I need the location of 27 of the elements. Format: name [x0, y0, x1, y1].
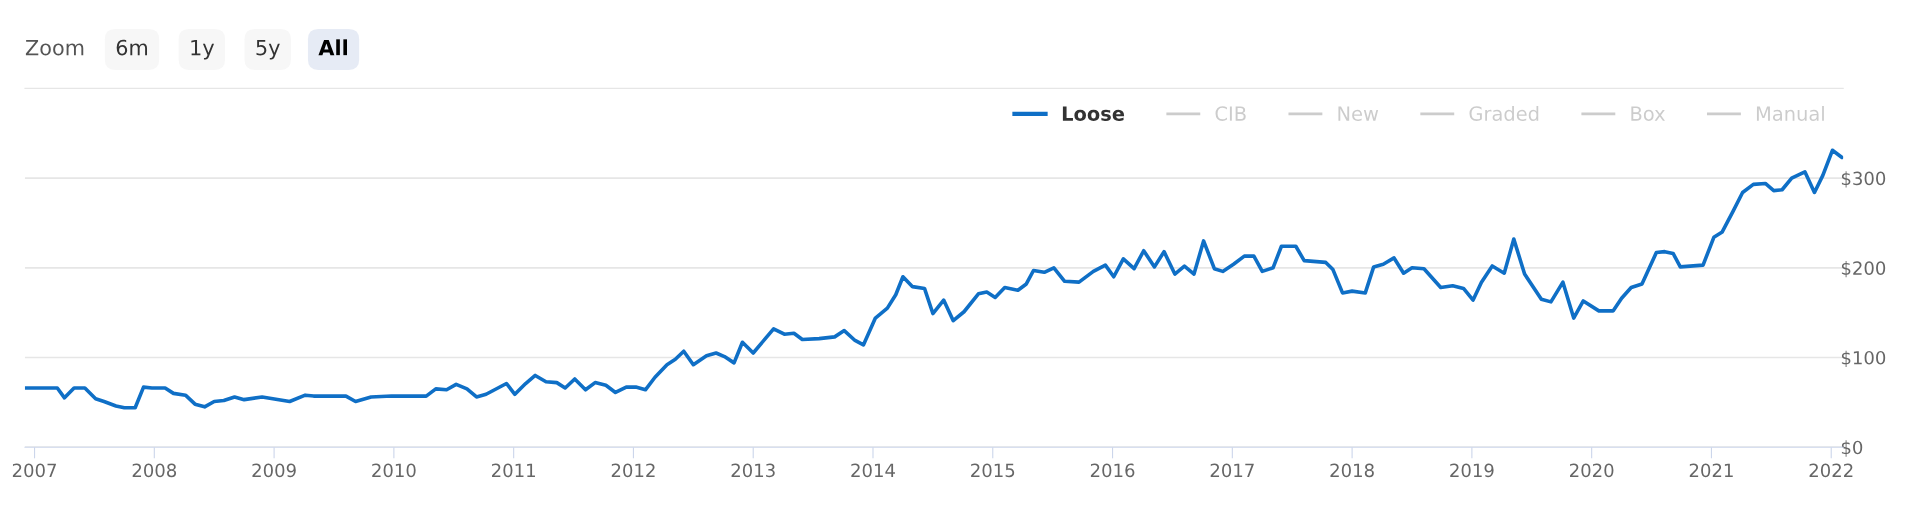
y-tick-label: $0: [1841, 440, 1863, 457]
line-series: [24, 148, 1844, 410]
y-tick-label: $300: [1841, 171, 1886, 188]
x-tick-label: 2009: [252, 463, 296, 478]
x-tick-label: 2011: [492, 463, 535, 478]
x-tick-label: 2010: [372, 463, 416, 478]
text: 1y: [191, 39, 215, 60]
x-tick-label: 2014: [851, 463, 895, 478]
x-tick-label: 2016: [1090, 463, 1135, 478]
x-tick-label: 2017: [1210, 463, 1254, 478]
x-tick-label: 2013: [731, 463, 775, 478]
text: Zoom: [25, 39, 84, 56]
text: All: [318, 39, 348, 56]
x-tick-label: 2012: [611, 463, 655, 478]
x-tick-label: 2007: [12, 463, 56, 478]
y-tick-label: $100: [1841, 350, 1886, 368]
x-tick-label: 2021: [1689, 463, 1733, 478]
x-tick-label: 2008: [132, 463, 177, 478]
x-tick-label: 2022: [1809, 463, 1853, 478]
x-tick-label: 2020: [1570, 463, 1614, 478]
x-tick-label: 2019: [1450, 463, 1494, 478]
legend-label: Loose: [1062, 106, 1125, 121]
y-tick-label: $200: [1841, 260, 1886, 278]
text: 5y: [256, 39, 280, 60]
x-tick-label: 2018: [1330, 463, 1374, 478]
x-tick-label: 2015: [971, 463, 1015, 478]
text: 6m: [116, 39, 148, 56]
